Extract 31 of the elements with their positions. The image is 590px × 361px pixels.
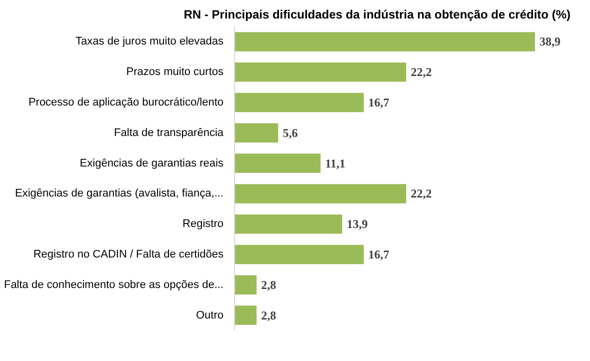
- bar: [234, 32, 535, 52]
- y-tick-label: Prazos muito curtos: [126, 66, 224, 78]
- y-tick-label: Falta de transparência: [114, 126, 224, 139]
- data-label: 22,2: [410, 65, 432, 80]
- data-label: 16,7: [368, 96, 390, 110]
- data-label: 2,8: [261, 308, 276, 322]
- y-tick-label: Registro no CADIN / Falta de certidões: [33, 248, 224, 260]
- y-tick-label: Falta de conhecimento sobre as opções de...: [4, 278, 224, 291]
- data-label: 5,6: [282, 126, 298, 140]
- bar: [234, 244, 364, 264]
- data-label: 11,1: [325, 156, 346, 170]
- chart-title: RN - Principais dificuldades da indústria na obtenção de crédito (%): [184, 8, 571, 22]
- bar: [234, 123, 278, 143]
- data-label: 2,8: [261, 278, 276, 292]
- y-tick-label: Processo de aplicação burocrático/lento: [28, 96, 224, 108]
- bar: [234, 92, 364, 112]
- data-label: 22,2: [410, 186, 432, 201]
- bar: [234, 184, 406, 204]
- bar: [234, 214, 342, 234]
- y-tick-label: Taxas de juros muito elevadas: [76, 36, 224, 48]
- data-label: 38,9: [540, 34, 560, 49]
- y-tick-label: Registro: [182, 218, 224, 230]
- bar: [234, 306, 257, 325]
- data-label: 16,7: [368, 248, 390, 262]
- y-tick-label: Exigências de garantias reais: [80, 157, 224, 170]
- y-tick-label: Outro: [196, 309, 224, 322]
- y-tick-label: Exigências de garantias (avalista, fiança,...: [15, 188, 224, 200]
- bar: [234, 62, 406, 82]
- bar: [234, 154, 321, 173]
- bar: [234, 275, 257, 295]
- data-label: 13,9: [346, 217, 368, 232]
